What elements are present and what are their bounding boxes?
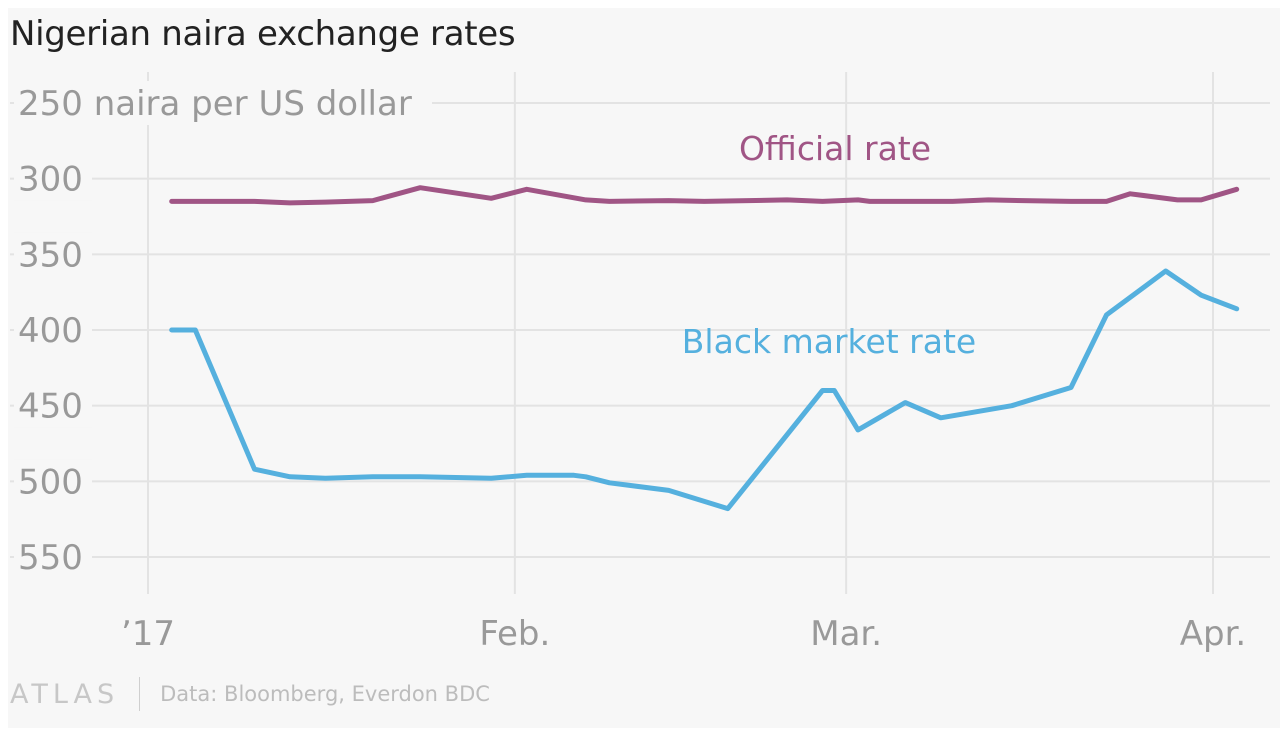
footer-divider — [139, 677, 141, 711]
y-tick-label: 300 — [18, 160, 83, 200]
chart-title: Nigerian naira exchange rates — [10, 14, 516, 54]
official-rate-label: Official rate — [739, 129, 931, 168]
x-tick-label: Feb. — [479, 614, 550, 654]
official-rate-line — [169, 185, 1240, 206]
x-tick-label: Mar. — [810, 614, 882, 654]
black-market-rate-line — [169, 268, 1240, 512]
y-label-background — [14, 156, 92, 201]
x-axis-tick-labels: ’17 Feb. Mar. Apr. — [121, 614, 1246, 654]
y-label-background — [14, 81, 432, 125]
y-label-background — [14, 383, 92, 428]
x-tick-label: ’17 — [121, 614, 175, 654]
y-tick-label: 550 — [18, 538, 83, 578]
chart-frame — [8, 8, 1280, 728]
y-tick-label: 500 — [18, 462, 83, 502]
y-tick-label: 400 — [18, 311, 83, 351]
y-axis-tick-labels: 250 naira per US dollar 300 350 400 450 500 55… — [14, 81, 432, 579]
y-tick-label: 250 naira per US dollar — [18, 84, 412, 124]
black-market-rate-label: Black market rate — [682, 322, 976, 361]
data-source: Data: Bloomberg, Everdon BDC — [160, 682, 490, 706]
y-label-background — [14, 308, 92, 352]
atlas-logo: ATLAS — [10, 678, 120, 710]
y-tick-label: 350 — [18, 235, 83, 275]
gridlines — [10, 72, 1270, 594]
y-label-background — [14, 232, 92, 277]
y-tick-label: 450 — [18, 387, 83, 427]
series-lines — [169, 185, 1240, 512]
footer: ATLAS Data: Bloomberg, Everdon BDC — [10, 676, 490, 712]
y-label-background — [14, 535, 92, 579]
x-tick-label: Apr. — [1180, 614, 1247, 654]
y-label-background — [14, 459, 92, 504]
